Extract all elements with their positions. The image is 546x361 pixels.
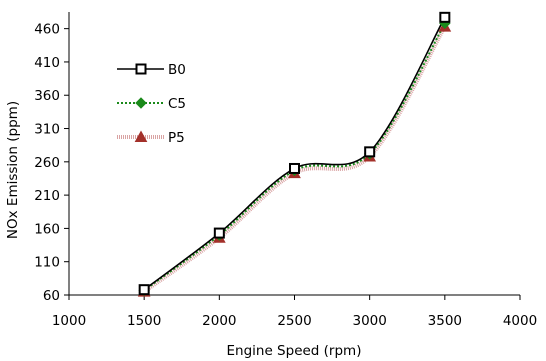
series-p5-line	[143, 25, 447, 294]
series-p5	[143, 25, 447, 294]
series-b0-line	[143, 16, 446, 291]
plot-frame	[68, 12, 520, 296]
y-tick-label: 260	[34, 155, 60, 171]
legend-c5-label: C5	[168, 96, 186, 112]
x-tick-label: 2500	[277, 313, 311, 329]
x-tick-label: 3000	[352, 313, 386, 329]
y-tick-label: 410	[34, 55, 60, 71]
y-tick-label: 360	[34, 88, 60, 104]
legend: B0 C5 P5	[117, 62, 186, 146]
series-b0-markers	[138, 11, 451, 296]
legend-b0-marker	[135, 63, 147, 75]
y-tick-label: 60	[43, 288, 60, 304]
series-layer	[137, 11, 452, 297]
legend-p5-label: P5	[168, 130, 185, 146]
y-tick-label: 210	[34, 188, 60, 204]
series-b0-point	[364, 146, 376, 158]
legend-p5-marker	[134, 130, 148, 142]
series-b0-point	[138, 284, 150, 296]
series-b0-point	[439, 11, 451, 23]
x-tick-label: 4000	[503, 313, 537, 329]
y-axis-title: NOx Emission (ppm)	[5, 101, 21, 239]
y-tick-label: 110	[34, 255, 60, 271]
series-c5-markers	[138, 17, 451, 297]
y-axis-ticks: 60 110 160 210 260 310 360 410 460	[34, 22, 69, 304]
series-b0-point	[289, 162, 300, 174]
y-tick-label: 310	[34, 122, 60, 138]
y-tick-label: 460	[34, 22, 60, 38]
x-tick-label: 1000	[52, 313, 86, 329]
x-axis-title: Engine Speed (rpm)	[227, 343, 362, 359]
x-axis-ticks: 1000 1500 2000 2500 3000 3500 4000	[52, 295, 537, 329]
x-tick-label: 1500	[127, 313, 161, 329]
legend-c5-marker	[135, 97, 147, 109]
y-tick-label: 160	[34, 221, 60, 237]
series-c5	[143, 22, 446, 292]
series-b0	[143, 16, 446, 291]
series-c5-line	[143, 22, 446, 292]
x-tick-label: 3500	[428, 313, 462, 329]
x-tick-label: 2000	[202, 313, 236, 329]
legend-b0-label: B0	[168, 62, 186, 78]
series-b0-point	[213, 227, 225, 239]
